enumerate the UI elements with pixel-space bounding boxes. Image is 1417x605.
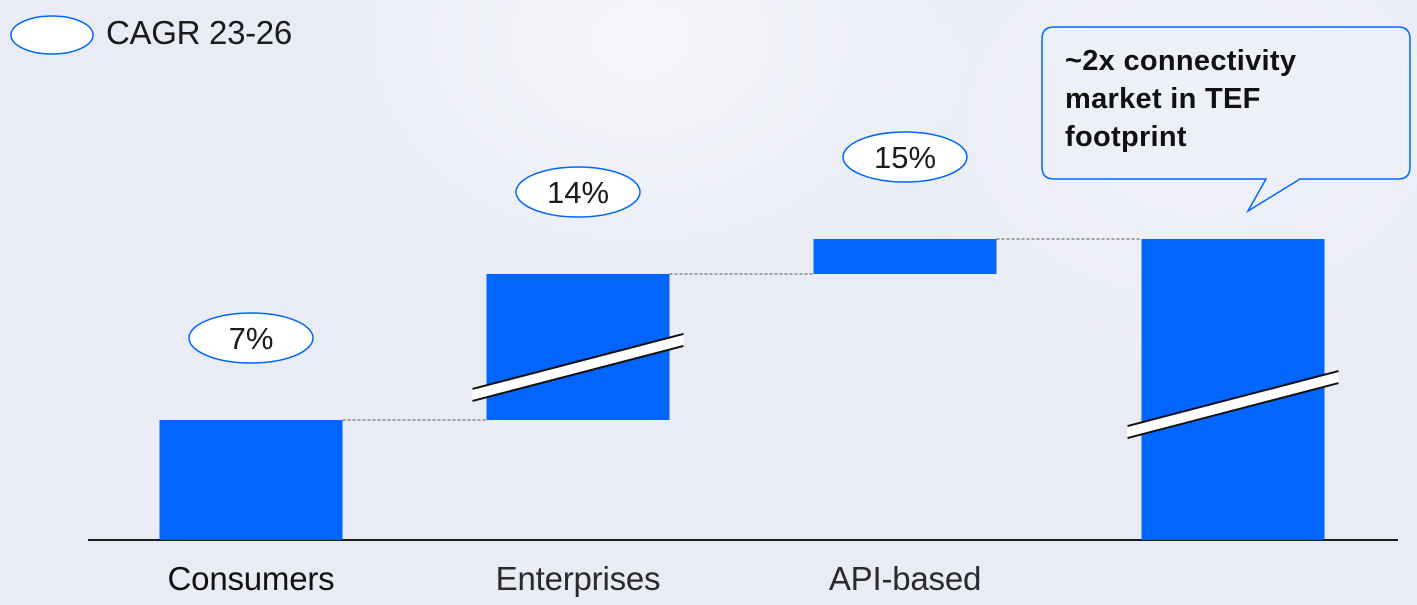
axis-break-icon-4 bbox=[1127, 370, 1339, 440]
legend-label: CAGR 23-26 bbox=[106, 14, 292, 51]
legend-bubble-icon bbox=[10, 15, 94, 55]
bar-1 bbox=[159, 420, 343, 540]
cagr-label-3: 15% bbox=[874, 140, 936, 175]
cagr-label-1: 7% bbox=[229, 321, 274, 356]
category-label-consumers: Consumers bbox=[167, 560, 335, 597]
category-label-api-based: API-based bbox=[828, 560, 982, 597]
category-label-enterprises: Enterprises bbox=[495, 560, 661, 597]
axis-break-icon-2 bbox=[472, 332, 684, 402]
cagr-bubble-2: 14% bbox=[515, 166, 641, 218]
bar-3 bbox=[813, 239, 997, 274]
cagr-label-2: 14% bbox=[547, 175, 609, 210]
cagr-bubble-3: 15% bbox=[842, 131, 968, 183]
cagr-bubble-1: 7% bbox=[188, 312, 314, 364]
callout-text: ~2x connectivity market in TEF footprint bbox=[1065, 45, 1297, 153]
callout-bubble bbox=[1041, 26, 1411, 214]
